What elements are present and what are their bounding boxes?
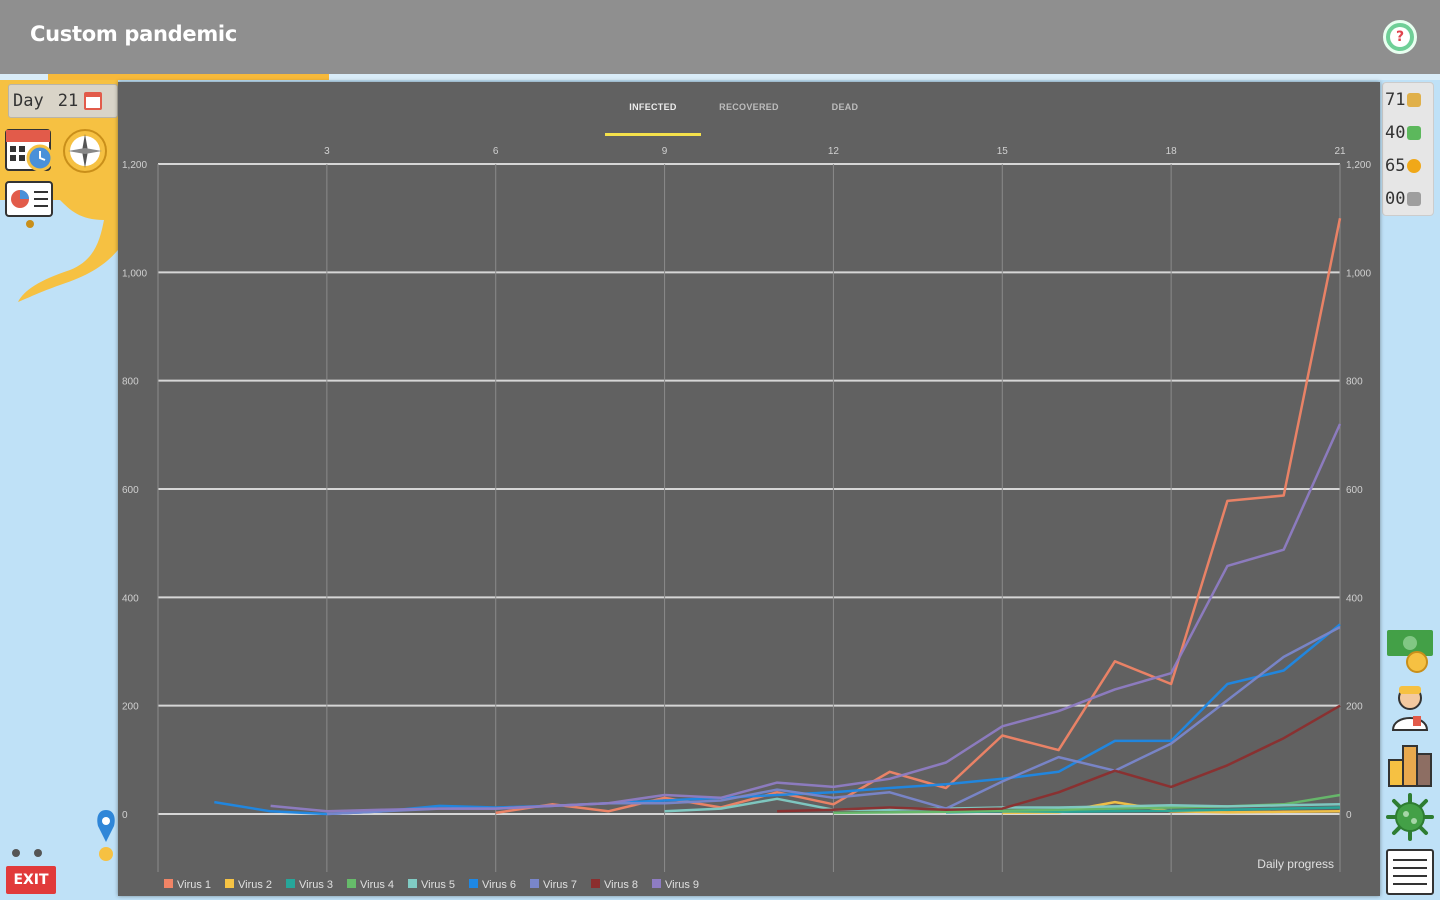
y-tick-label-right: 400: [1346, 593, 1363, 604]
x-tick-label: 3: [324, 146, 330, 157]
legend-swatch-virus-4: [347, 879, 356, 888]
day-counter: Day 21: [8, 84, 118, 118]
stat-money: 40: [1383, 116, 1433, 149]
legend-swatch-virus-9: [652, 879, 661, 888]
legend-label-virus-5: Virus 5: [421, 879, 455, 891]
y-tick-label-right: 200: [1346, 702, 1363, 713]
day-label: Day: [13, 91, 44, 111]
scientist-icon[interactable]: [1385, 682, 1435, 732]
title-bar: Custom pandemic ?: [0, 0, 1440, 74]
legend-label-virus-4: Virus 4: [360, 879, 394, 891]
report-icon[interactable]: [4, 180, 54, 230]
stat-population: 71: [1383, 83, 1433, 116]
series-line-virus-8: [777, 704, 1341, 813]
legend-swatch-virus-2: [225, 879, 234, 888]
stat-vaccine: 00: [1383, 182, 1433, 215]
legend-label-virus-3: Virus 3: [299, 879, 333, 891]
series-line-virus-1: [495, 217, 1342, 815]
y-tick-label-left: 200: [122, 702, 139, 713]
legend-swatch-virus-3: [286, 879, 295, 888]
y-tick-label-left: 800: [122, 377, 139, 388]
legend-swatch-virus-8: [591, 879, 600, 888]
legend-label-virus-9: Virus 9: [665, 879, 699, 891]
legend-swatch-virus-5: [408, 879, 417, 888]
legend-swatch-virus-6: [469, 879, 478, 888]
x-tick-label: 9: [662, 146, 668, 157]
y-tick-label-right: 600: [1346, 485, 1363, 496]
compass-icon[interactable]: [60, 126, 110, 176]
map-marker-icon[interactable]: [94, 808, 120, 866]
city-icon[interactable]: [1385, 738, 1435, 788]
x-tick-label: 15: [997, 146, 1009, 157]
legend-label-virus-8: Virus 8: [604, 879, 638, 891]
x-tick-label: 21: [1334, 146, 1346, 157]
tab-recovered[interactable]: RECOVERED: [719, 102, 779, 112]
y-tick-label-right: 1,000: [1346, 268, 1371, 279]
stats-chart-panel: INFECTED RECOVERED DEAD Daily progress 0…: [118, 82, 1380, 896]
calendar-icon: [84, 92, 103, 110]
coin-icon: [1407, 158, 1422, 173]
newspaper-icon[interactable]: [1385, 846, 1435, 896]
x-tick-label: 12: [828, 146, 840, 157]
legend-swatch-virus-1: [164, 879, 173, 888]
infected-line-chart: Daily progress 0 0 200 200 400 400 600 600 800 80…: [122, 146, 1371, 891]
funding-icon[interactable]: [1385, 626, 1435, 676]
resource-stats-panel: 71 40 65 00: [1382, 82, 1434, 216]
y-tick-label-right: 1,200: [1346, 160, 1371, 171]
y-tick-label-right: 0: [1346, 810, 1352, 821]
legend-label-virus-1: Virus 1: [177, 879, 211, 891]
day-progress-fill: [48, 74, 329, 80]
tab-dead[interactable]: DEAD: [831, 102, 859, 112]
money-icon: [1407, 125, 1422, 140]
y-tick-label-left: 600: [122, 485, 139, 496]
calendar-clock-icon[interactable]: [4, 124, 54, 174]
legend-label-virus-7: Virus 7: [543, 879, 577, 891]
x-tick-label: 6: [493, 146, 499, 157]
help-icon: ?: [1390, 27, 1410, 47]
legend-swatch-virus-7: [530, 879, 539, 888]
vaccine-icon: [1407, 191, 1422, 206]
chart-subtitle: Daily progress: [1257, 857, 1334, 871]
legend-label-virus-6: Virus 6: [482, 879, 516, 891]
stat-coins: 65: [1383, 149, 1433, 182]
day-progress-bar: [0, 74, 1440, 80]
tab-infected[interactable]: INFECTED: [605, 102, 701, 136]
exit-button[interactable]: EXIT: [6, 866, 56, 894]
day-value: 21: [57, 91, 79, 111]
x-tick-label: 18: [1166, 146, 1178, 157]
series-line-virus-9: [270, 423, 1342, 813]
y-tick-label-left: 0: [122, 810, 128, 821]
people-icon: [1407, 92, 1422, 107]
y-tick-label-left: 1,200: [122, 160, 147, 171]
y-tick-label-right: 800: [1346, 377, 1363, 388]
pager-dots: [12, 844, 56, 862]
help-button[interactable]: ?: [1383, 20, 1417, 54]
y-tick-label-left: 400: [122, 593, 139, 604]
virus-icon[interactable]: [1385, 792, 1435, 842]
y-tick-label-left: 1,000: [122, 268, 147, 279]
legend-label-virus-2: Virus 2: [238, 879, 272, 891]
chart-tabs: INFECTED RECOVERED DEAD: [118, 82, 1380, 136]
app-title: Custom pandemic: [30, 22, 237, 46]
